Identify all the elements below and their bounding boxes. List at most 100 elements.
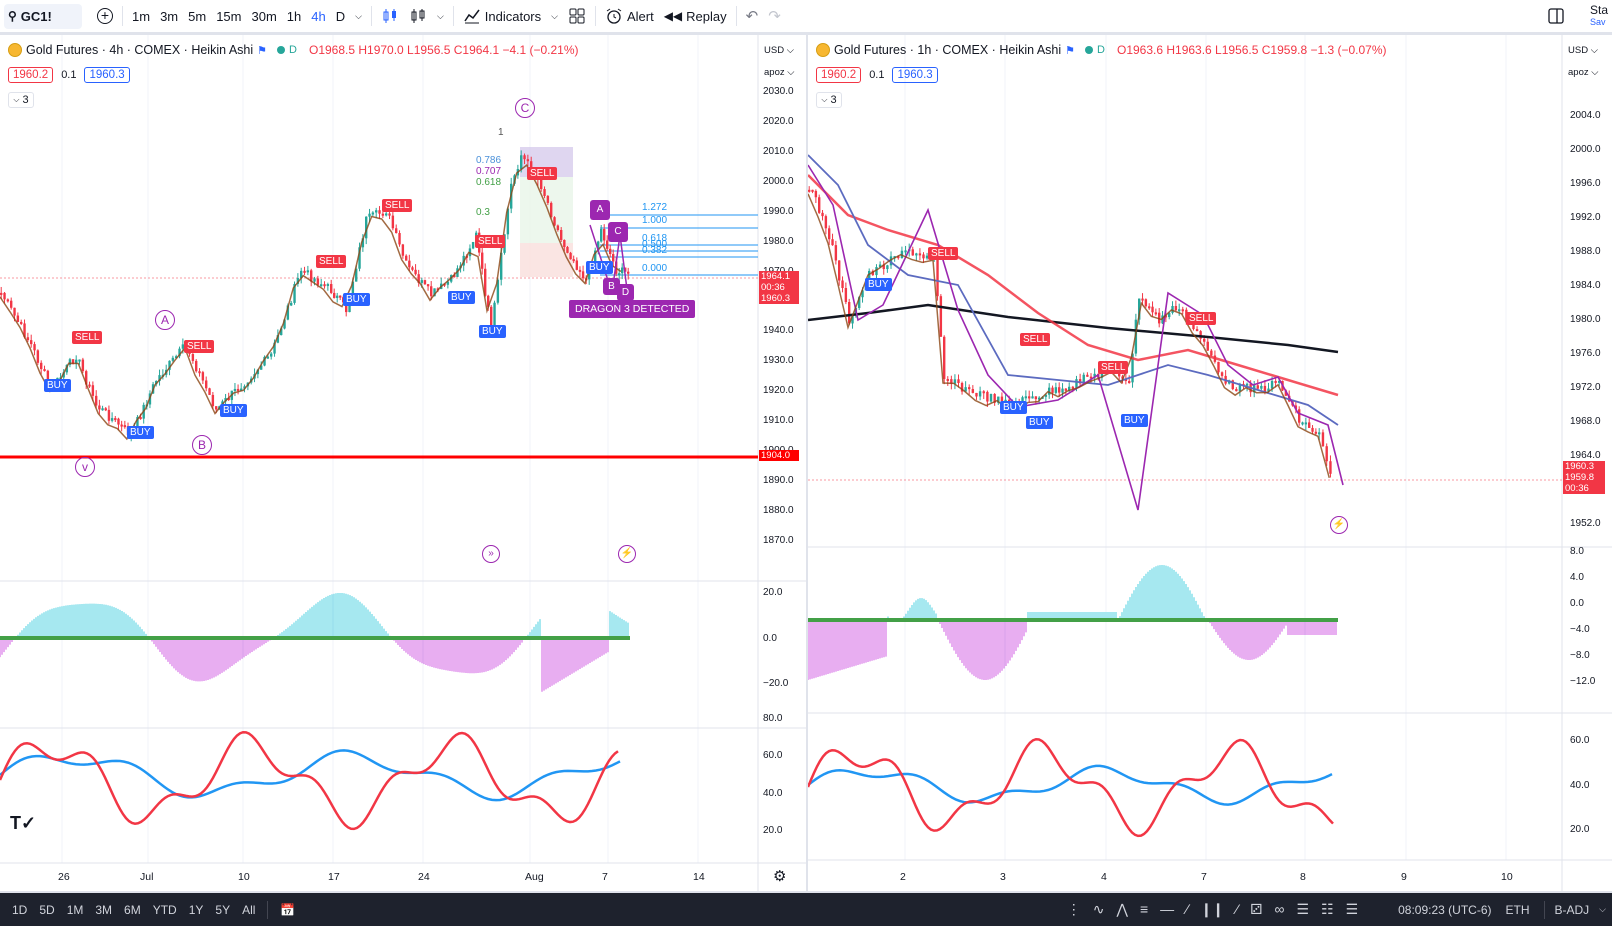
flag-icon: ⚑: [257, 44, 268, 57]
interval-1m[interactable]: 1m: [132, 8, 151, 24]
interval-3m[interactable]: 3m: [160, 8, 179, 24]
range-all[interactable]: All: [242, 902, 256, 917]
replay-marker-icon[interactable]: »: [482, 545, 500, 563]
lightning-icon[interactable]: ⚡: [1330, 516, 1348, 534]
redo-button[interactable]: ↷: [763, 3, 786, 29]
chevron-down-icon[interactable]: ⌵: [1599, 904, 1606, 914]
bars-pattern-icon[interactable]: ❙❙: [1200, 901, 1224, 917]
panel-toggle-button[interactable]: [1542, 3, 1570, 29]
candle-body: [1068, 386, 1071, 391]
candle-body: [496, 279, 500, 303]
ask-price-button[interactable]: 1960.3: [892, 67, 938, 83]
indicators-dropdown[interactable]: ⌵: [546, 3, 563, 29]
date-range-button[interactable]: 📅: [274, 903, 301, 917]
buy-signal: BUY: [1121, 414, 1148, 427]
range-ytd[interactable]: YTD: [152, 902, 177, 917]
left-chart-title[interactable]: Gold Futures · 4h · COMEX · Heikin Ashi: [26, 43, 254, 57]
range-5y[interactable]: 5Y: [215, 902, 231, 917]
bid-price-button[interactable]: 1960.2: [816, 67, 862, 83]
pitchfork-icon[interactable]: ⚂: [1250, 901, 1263, 917]
currency-selector[interactable]: USD ⌵: [1568, 45, 1598, 56]
replay-button[interactable]: ◀◀ Replay: [659, 3, 732, 29]
left-chart-canvas[interactable]: [0, 35, 806, 891]
right-chart-title[interactable]: Gold Futures · 1h · COMEX · Heikin Ashi: [834, 43, 1062, 57]
indicators-button[interactable]: Indicators: [458, 3, 546, 29]
adjustment-label[interactable]: B-ADJ: [1554, 902, 1590, 917]
save-area[interactable]: Sta Sav: [1590, 4, 1612, 28]
range-1y[interactable]: 1Y: [188, 902, 204, 917]
sell-signal: SELL: [475, 235, 506, 248]
currency-selector[interactable]: USD ⌵: [764, 45, 794, 56]
scale-mode-selector[interactable]: apoz ⌵: [764, 67, 795, 78]
price-tick: 1984.0: [1570, 280, 1601, 291]
abc-tool-icon[interactable]: ⋀: [1116, 901, 1128, 917]
interval-1h[interactable]: 1h: [286, 8, 302, 24]
bar-type-button[interactable]: [376, 3, 404, 29]
candle-body: [1051, 387, 1054, 393]
settings-gear-icon[interactable]: ⚙: [773, 868, 787, 885]
add-symbol-button[interactable]: +: [92, 3, 118, 29]
interval-d[interactable]: D: [335, 8, 346, 24]
time-tick: 2: [900, 871, 906, 883]
candle-body: [1274, 380, 1277, 383]
range-3m[interactable]: 3M: [95, 902, 113, 917]
divider: [452, 6, 454, 26]
scale-mode-selector[interactable]: apoz ⌵: [1568, 67, 1599, 78]
candle-body: [1048, 387, 1051, 395]
bid-price-button[interactable]: 1960.2: [8, 67, 54, 83]
candle-body: [104, 408, 107, 411]
range-1m[interactable]: 1M: [66, 902, 84, 917]
candle-body: [273, 342, 276, 354]
alert-button[interactable]: Alert: [600, 3, 659, 29]
fib-fan-icon[interactable]: ☰: [1296, 901, 1309, 917]
candle-body: [968, 387, 971, 390]
wave-tool-icon[interactable]: ∿: [1092, 901, 1105, 917]
candle-body: [882, 264, 885, 270]
candle-body: [1329, 461, 1332, 474]
lightning-icon[interactable]: ⚡: [618, 545, 636, 563]
layouts-button[interactable]: [563, 3, 591, 29]
candle-body: [91, 385, 95, 396]
chart-style-dropdown[interactable]: ⌵: [432, 3, 449, 29]
session-label[interactable]: ETH: [1505, 902, 1530, 917]
time-tick: 7: [1201, 871, 1207, 883]
interval-5m[interactable]: 5m: [188, 8, 207, 24]
interval-15m[interactable]: 15m: [216, 8, 242, 24]
ray-tool-icon[interactable]: ∕: [1186, 901, 1189, 917]
undo-button[interactable]: ↶: [741, 3, 764, 29]
ask-price-button[interactable]: 1960.3: [84, 67, 130, 83]
price-tick: 1940.0: [763, 325, 794, 337]
sell-signal: SELL: [1098, 361, 1129, 374]
range-1d[interactable]: 1D: [12, 902, 28, 917]
rewind-icon: ◀◀: [663, 9, 683, 23]
candle-body: [487, 295, 490, 307]
chart-style-button[interactable]: [404, 3, 432, 29]
symbol-search[interactable]: ⚲ GC1!: [4, 3, 82, 29]
indicators-collapse-button[interactable]: ⌵ 3: [816, 92, 842, 108]
spiral-icon[interactable]: ∞: [1274, 901, 1285, 917]
fib-tool-icon[interactable]: ≡: [1139, 901, 1149, 917]
candle-body: [139, 417, 142, 420]
right-chart-pane[interactable]: Gold Futures · 1h · COMEX · Heikin Ashi …: [808, 35, 1612, 891]
countdown-value: 00:36: [1565, 483, 1589, 494]
right-chart-canvas[interactable]: [808, 35, 1612, 891]
range-6m[interactable]: 6M: [124, 902, 141, 917]
alarm-clock-icon: [606, 8, 622, 24]
clock-label[interactable]: 08:09:23 (UTC-6): [1398, 902, 1492, 917]
range-5d[interactable]: 5D: [39, 902, 55, 917]
drag-handle-icon[interactable]: ⋮: [1066, 901, 1081, 917]
interval-4h[interactable]: 4h: [311, 8, 326, 24]
chevron-down-icon: ⌵: [13, 95, 20, 104]
candle-body: [361, 238, 365, 248]
gann-icon[interactable]: ☷: [1321, 901, 1334, 917]
interval-30m[interactable]: 30m: [251, 8, 277, 24]
interval-dropdown[interactable]: ⌵: [350, 3, 367, 29]
fib-channel-icon[interactable]: ☰: [1345, 901, 1359, 917]
indicators-collapse-button[interactable]: ⌵ 3: [8, 92, 34, 108]
candle-body: [411, 267, 414, 270]
left-chart-pane[interactable]: Gold Futures · 4h · COMEX · Heikin Ashi …: [0, 35, 806, 891]
horizontal-line-icon[interactable]: —: [1160, 901, 1175, 917]
candle-body: [1284, 390, 1288, 396]
fib-label: 0.000: [642, 263, 668, 274]
trend-line-icon[interactable]: ⁄: [1235, 901, 1239, 917]
